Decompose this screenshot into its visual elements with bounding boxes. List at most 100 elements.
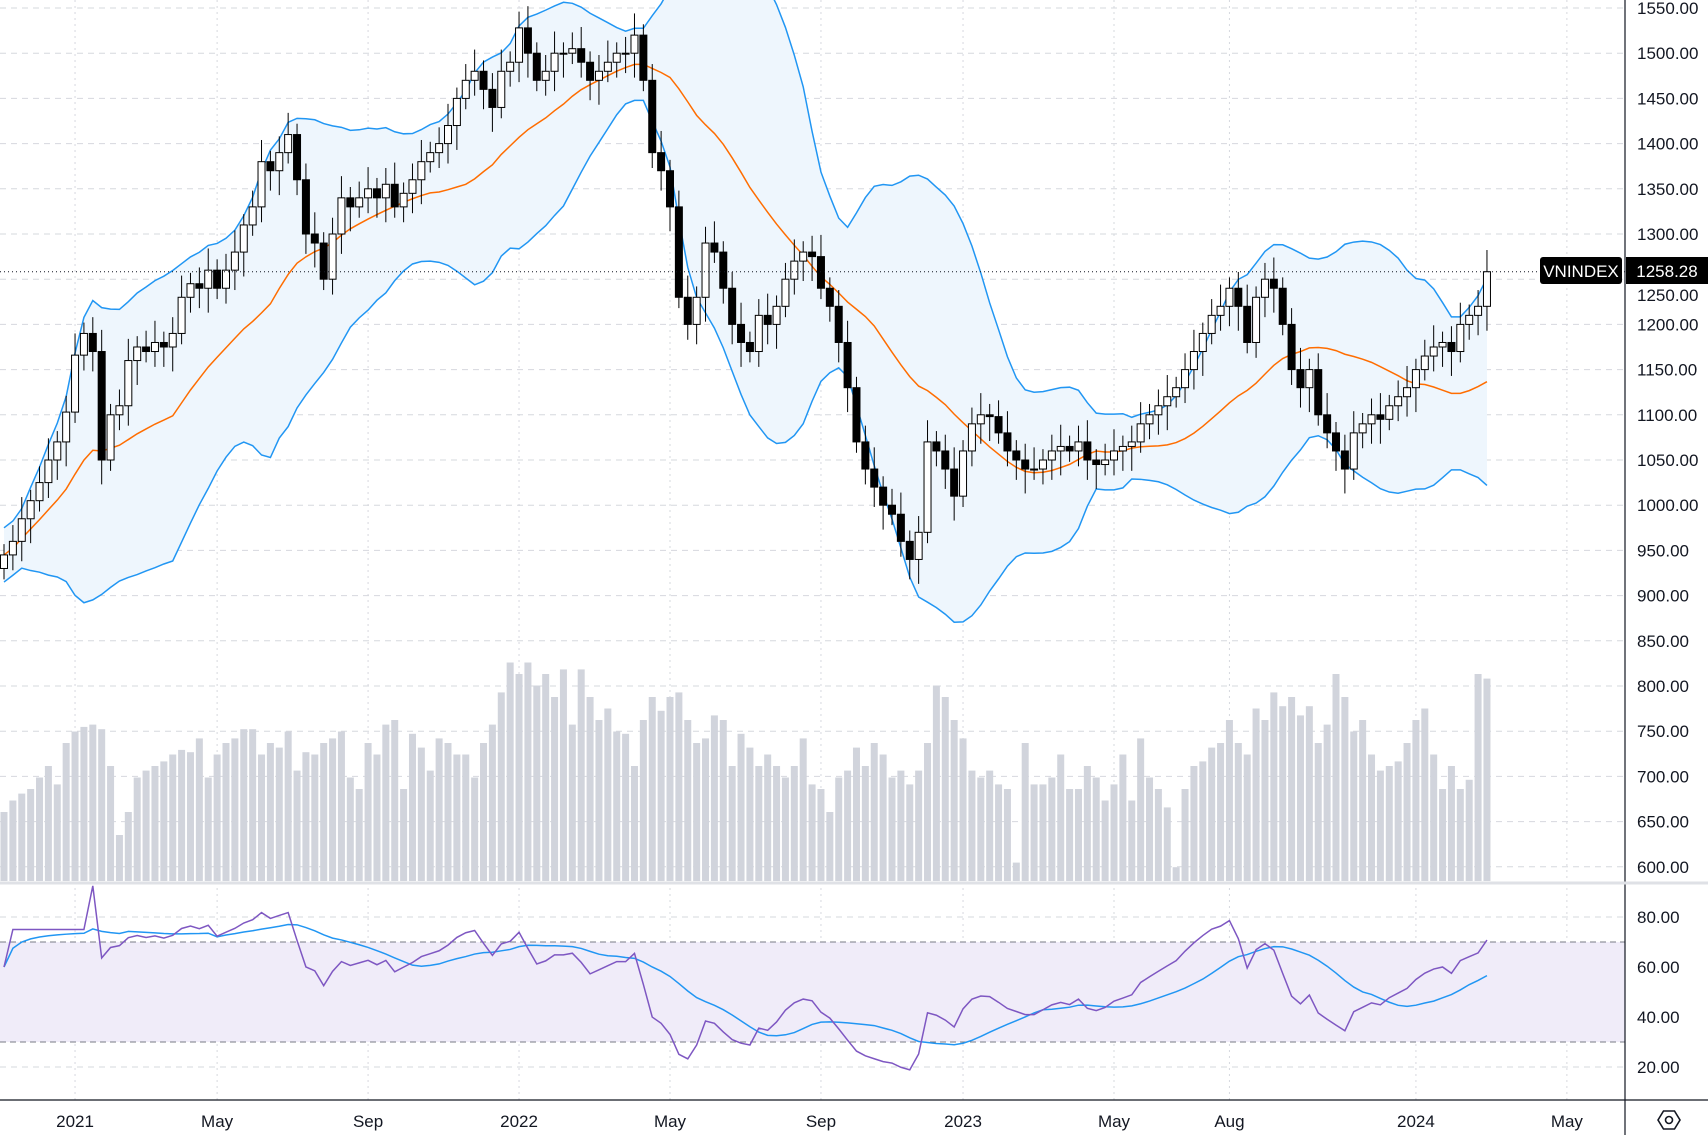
price-tick-label: 1000.00: [1637, 496, 1698, 515]
candle-body: [932, 441, 941, 452]
candle-body: [594, 70, 603, 81]
candle: [1181, 353, 1190, 404]
candle-body: [728, 287, 737, 325]
volume-bar: [1128, 800, 1136, 881]
candle-body: [879, 486, 888, 506]
rsi-sma-line: [3, 923, 1488, 1046]
candle-body: [523, 27, 532, 54]
volume-bar: [524, 662, 532, 881]
candle: [967, 407, 976, 467]
candle: [1234, 271, 1243, 331]
volume-bar: [133, 777, 141, 881]
candle: [932, 431, 941, 467]
candle-body: [1021, 459, 1030, 470]
candle: [337, 176, 346, 254]
price-tick-label: 1250.00: [1637, 286, 1698, 305]
price-tick-label: 1500.00: [1637, 44, 1698, 63]
candle-body: [737, 323, 746, 343]
candle-body: [1207, 314, 1216, 334]
volume-bar: [169, 754, 177, 881]
volume-bar: [1421, 708, 1429, 881]
price-tick-label: 1150.00: [1637, 361, 1697, 380]
volume-bar: [1163, 807, 1171, 881]
volume-bar: [355, 789, 363, 881]
candle: [808, 235, 817, 282]
candle: [710, 221, 719, 263]
volume-bar: [515, 674, 523, 881]
candle: [284, 112, 293, 164]
candle-body: [719, 251, 728, 289]
volume-bar: [240, 729, 248, 881]
candle-body: [1012, 450, 1021, 461]
volume-bar: [1341, 697, 1349, 881]
candle-body: [390, 183, 399, 208]
candle: [1012, 440, 1021, 480]
candle-body: [213, 269, 222, 289]
candle: [204, 248, 213, 313]
candle-body: [293, 134, 302, 181]
candle-body: [843, 341, 852, 389]
volume-bar: [178, 749, 186, 881]
volume-bar: [1074, 789, 1082, 881]
candle-body: [923, 441, 932, 533]
candle: [257, 139, 266, 223]
candle-body: [772, 305, 781, 325]
candle: [364, 167, 373, 214]
candle-body: [994, 416, 1003, 434]
volume-bar: [249, 729, 257, 881]
candle-body: [976, 414, 985, 425]
volume-bar: [160, 761, 168, 881]
candle-body: [577, 48, 586, 63]
volume-bar: [826, 812, 834, 881]
volume-bar: [62, 743, 70, 881]
candle: [1314, 353, 1323, 426]
candle: [479, 60, 488, 110]
candle-body: [896, 513, 905, 542]
volume-bar: [373, 754, 381, 881]
volume-bar: [595, 720, 603, 881]
candle: [1065, 435, 1074, 462]
candle-body: [666, 170, 674, 208]
volume-bar: [329, 738, 337, 881]
candle: [941, 434, 950, 489]
volume-bar: [213, 754, 221, 881]
hexagon-settings-icon[interactable]: [1657, 1110, 1681, 1130]
candle: [577, 26, 586, 78]
candle: [195, 267, 204, 309]
volume-bar: [98, 729, 106, 881]
price-tick-label: 850.00: [1637, 632, 1689, 651]
volume-bar: [1217, 743, 1225, 881]
volume-bar: [1181, 789, 1189, 881]
volume-bar: [1279, 706, 1287, 881]
volume-bar: [1154, 789, 1162, 881]
volume-bar: [488, 724, 496, 881]
candle: [630, 13, 639, 78]
volume-bar: [1288, 697, 1296, 881]
candle-body: [1411, 369, 1420, 389]
candle: [781, 262, 790, 318]
volume-bar: [107, 766, 115, 881]
candle-body: [1269, 278, 1278, 289]
candle: [603, 40, 612, 83]
volume-bar: [284, 731, 292, 881]
volume-bar: [1101, 800, 1109, 881]
volume-bar: [142, 770, 150, 881]
volume-bar: [648, 697, 656, 881]
volume-bar: [53, 784, 61, 881]
volume-bar: [391, 720, 399, 881]
volume-bar: [204, 777, 212, 881]
candle: [1003, 411, 1012, 467]
candle-body: [1136, 423, 1145, 443]
candle: [186, 272, 195, 313]
candle-body: [1278, 287, 1287, 325]
price-tick-label: 1400.00: [1637, 135, 1698, 154]
candle: [612, 42, 621, 78]
candle-body: [1101, 459, 1110, 466]
candle-body: [1287, 323, 1296, 371]
volume-bar: [1172, 867, 1180, 881]
price-tick-label: 1300.00: [1637, 225, 1698, 244]
volume-bar: [435, 738, 443, 881]
volume-bar: [728, 766, 736, 881]
candle-body: [337, 197, 346, 235]
